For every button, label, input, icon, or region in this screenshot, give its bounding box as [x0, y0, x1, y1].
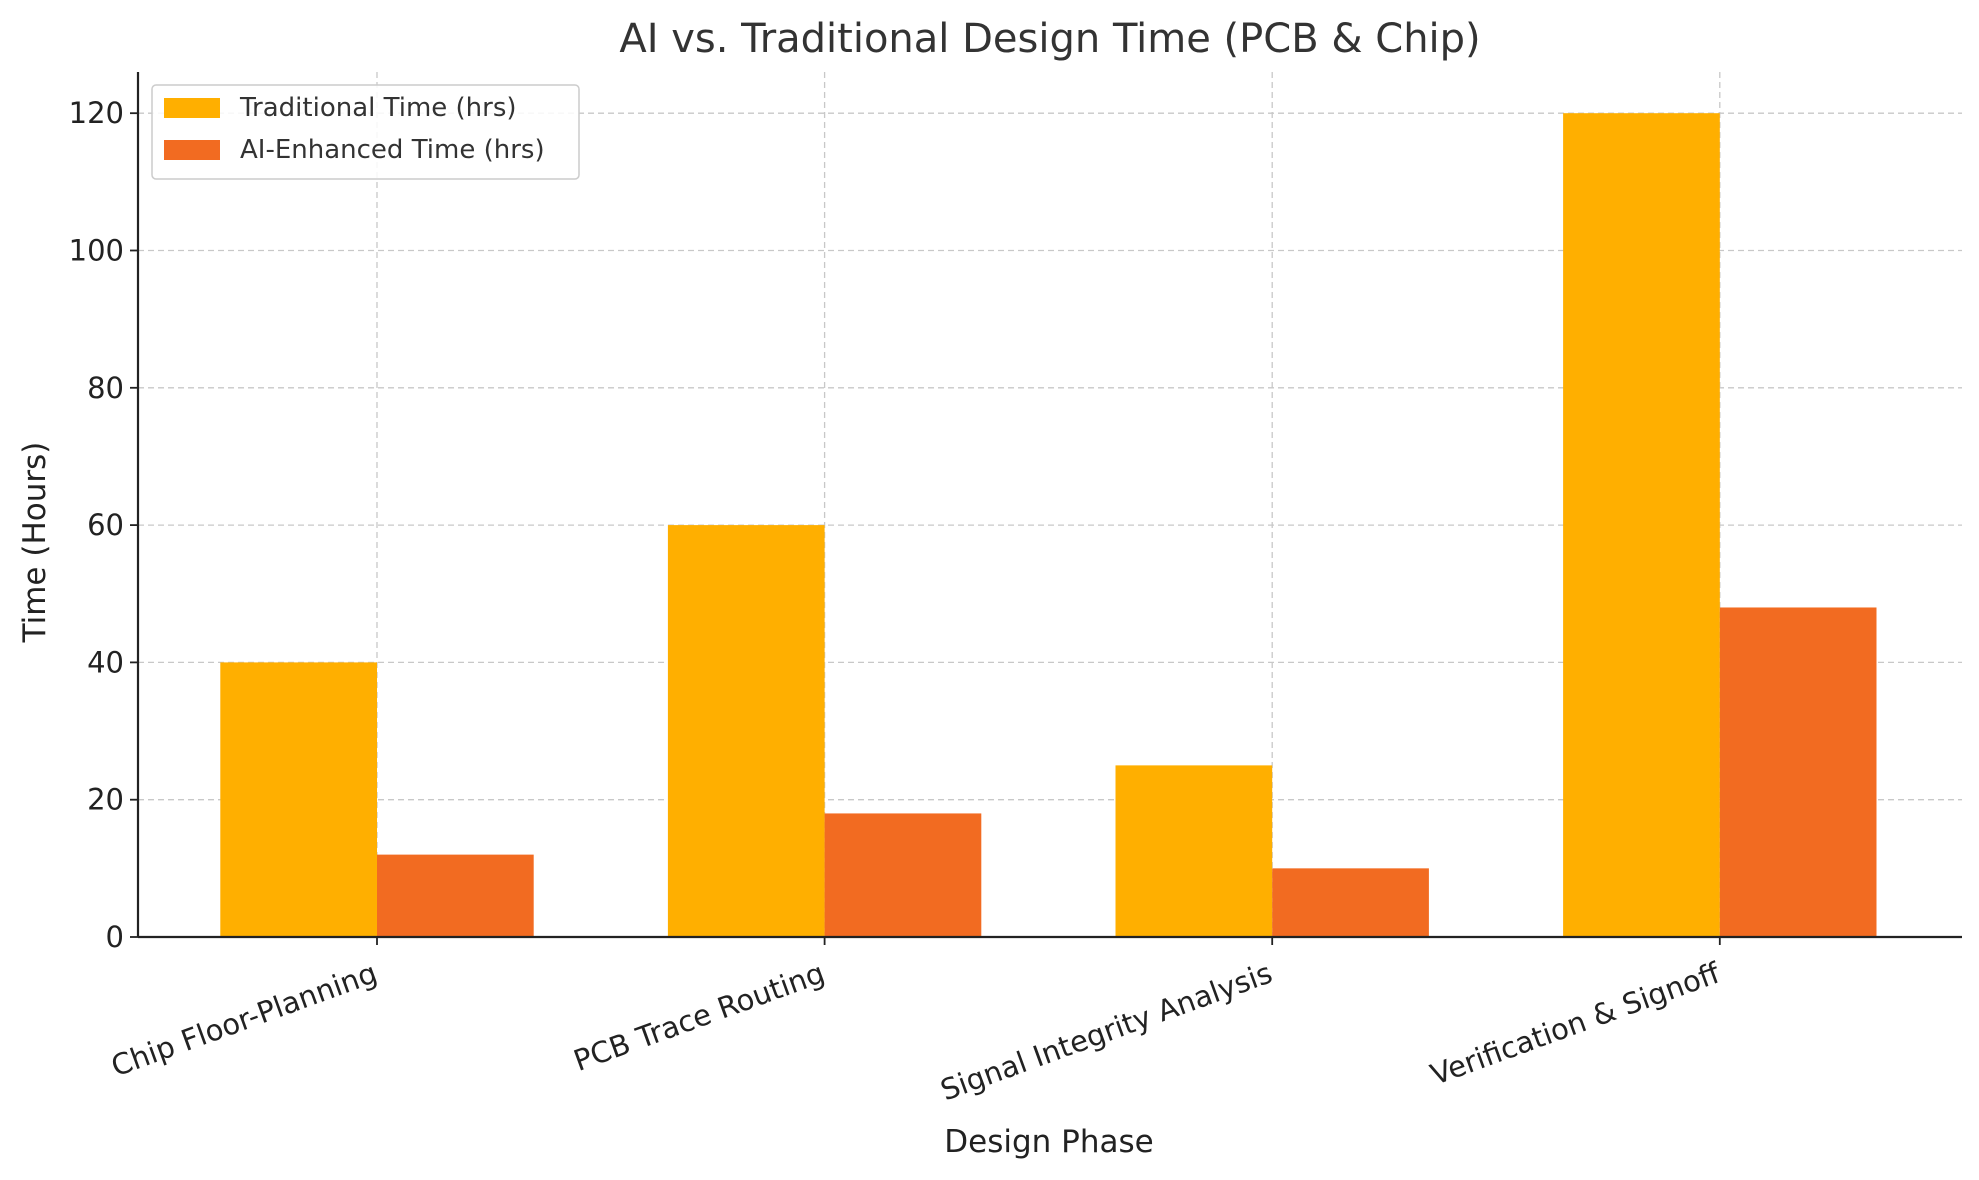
legend: Traditional Time (hrs) AI-Enhanced Time (…	[151, 84, 580, 180]
bars	[220, 113, 1877, 937]
x-tick-label: Chip Floor-Planning	[107, 956, 382, 1084]
y-tick-label: 20	[87, 783, 124, 817]
bar-ai-enhanced	[377, 854, 534, 937]
x-ticks: Chip Floor-Planning PCB Trace Routing Sign…	[107, 937, 1725, 1107]
x-tick-label: Verification & Signoff	[1426, 955, 1725, 1092]
bar-ai-enhanced	[1719, 607, 1877, 937]
y-tick-label: 80	[87, 371, 124, 405]
bar-traditional	[667, 525, 825, 937]
y-tick-label: 100	[69, 233, 124, 267]
chart-title: AI vs. Traditional Design Time (PCB & Ch…	[619, 16, 1480, 62]
legend-box	[151, 84, 580, 180]
y-tick-label: 40	[87, 645, 124, 679]
axes	[136, 72, 1962, 939]
legend-swatch	[164, 140, 220, 160]
legend-swatch	[164, 98, 220, 118]
bar-traditional	[220, 662, 377, 937]
y-ticks: 0 20 40 60 80 100 120	[69, 96, 138, 954]
x-tick-label: PCB Trace Routing	[569, 956, 829, 1078]
y-tick-label: 120	[69, 96, 124, 130]
x-axis-label: Design Phase	[944, 1124, 1153, 1160]
bar-ai-enhanced	[1272, 868, 1429, 937]
legend-label: Traditional Time (hrs)	[239, 93, 517, 123]
bar-traditional	[1563, 113, 1720, 937]
y-tick-label: 60	[87, 508, 124, 542]
legend-label: AI-Enhanced Time (hrs)	[240, 135, 545, 165]
y-axis-label: Time (Hours)	[17, 442, 53, 644]
y-tick-label: 0	[106, 920, 124, 954]
x-tick-label: Signal Integrity Analysis	[936, 956, 1277, 1108]
bar-ai-enhanced	[824, 813, 982, 937]
bar-traditional	[1115, 765, 1273, 937]
